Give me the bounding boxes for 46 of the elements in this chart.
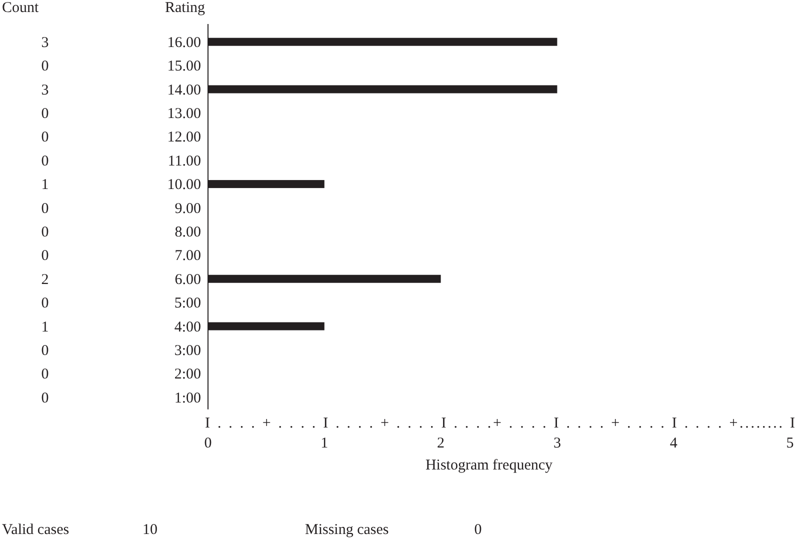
- data-label: 2: [41, 272, 49, 288]
- data-label: 0: [41, 106, 49, 122]
- y-tick-label: 16.00: [167, 34, 201, 51]
- y-tick-label: 10.00: [167, 177, 201, 194]
- y-tick-label: 14.00: [167, 82, 201, 98]
- text: 0: [474, 522, 482, 538]
- y-axis-title: Rating: [165, 0, 206, 16]
- text: 10: [142, 522, 158, 538]
- y-tick-label: 4:00: [174, 319, 201, 336]
- y-tick-label: 2:00: [174, 366, 201, 383]
- y-tick-label: 6.00: [174, 272, 201, 288]
- y-tick-label: 13.00: [167, 106, 201, 122]
- text: I . . . . + . . . . I . . . . + . . . . I . . . .+ . . . . I . . . . + . . . . I . . . . +........ I: [205, 415, 795, 432]
- y-tick-label: 12.00: [167, 130, 201, 146]
- data-label: 0: [41, 390, 49, 406]
- y-tick-label: 15.00: [167, 58, 201, 75]
- y-tick-label: 5:00: [174, 296, 201, 312]
- x-tick-label: 2: [437, 435, 445, 452]
- data-label: 0: [41, 200, 49, 217]
- text: Valid cases: [2, 522, 70, 538]
- x-tick-label: 3: [553, 435, 561, 452]
- data-label: 0: [41, 130, 49, 146]
- data-label: 0: [41, 366, 49, 383]
- y-tick-label: 11.00: [168, 153, 201, 170]
- x-tick-label: 4: [670, 435, 678, 452]
- data-label: 3: [41, 34, 49, 51]
- y-tick-label: 1:00: [174, 390, 201, 406]
- data-label: 1: [41, 177, 49, 194]
- text: Count: [2, 0, 40, 16]
- data-label: 0: [41, 248, 49, 264]
- data-label: 0: [41, 296, 49, 312]
- data-label: 3: [41, 82, 49, 98]
- y-tick-label: 9.00: [174, 200, 201, 217]
- y-tick-label: 8.00: [174, 224, 201, 240]
- y-tick-label: 3:00: [174, 342, 201, 359]
- data-label: 1: [41, 319, 49, 336]
- y-tick-label: 7.00: [174, 248, 201, 264]
- x-tick-label: 0: [204, 435, 212, 452]
- data-label: 0: [41, 342, 49, 359]
- data-label: 0: [41, 224, 49, 240]
- data-label: 0: [41, 153, 49, 170]
- x-axis-title: Histogram frequency: [425, 457, 554, 474]
- x-tick-label: 5: [786, 435, 794, 452]
- data-label: 0: [41, 58, 49, 75]
- x-tick-label: 1: [320, 435, 328, 452]
- text: Missing cases: [305, 522, 389, 538]
